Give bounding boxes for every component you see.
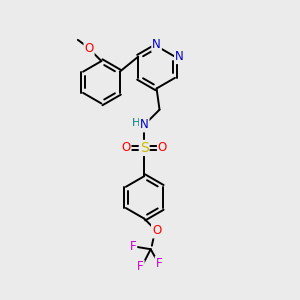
Text: O: O — [158, 141, 167, 154]
Text: F: F — [137, 260, 144, 273]
Text: N: N — [140, 118, 148, 131]
Text: O: O — [121, 141, 130, 154]
Text: O: O — [152, 224, 161, 238]
Text: N: N — [152, 38, 161, 51]
Text: S: S — [140, 141, 148, 155]
Text: F: F — [130, 240, 136, 253]
Text: N: N — [175, 50, 184, 63]
Text: F: F — [156, 257, 162, 270]
Text: H: H — [132, 118, 140, 128]
Text: O: O — [84, 42, 94, 55]
